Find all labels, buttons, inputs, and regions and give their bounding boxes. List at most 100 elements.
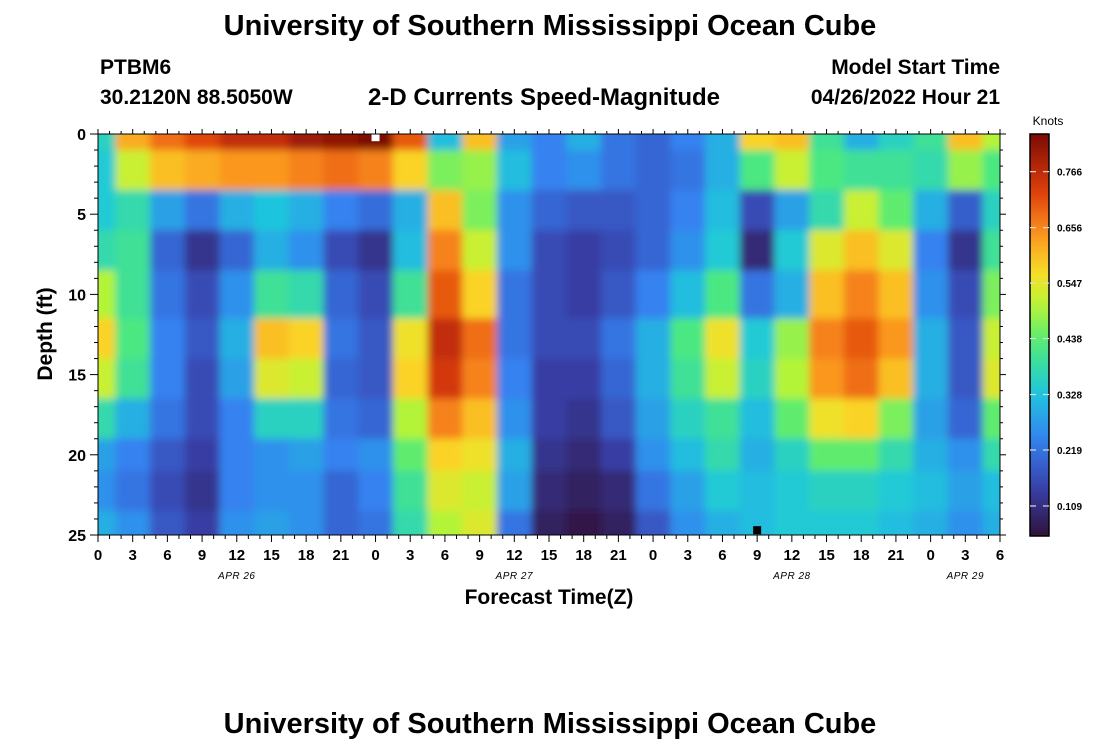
heatmap-markers bbox=[371, 133, 762, 535]
heatmap-cell bbox=[878, 470, 914, 512]
y-axis-label: Depth (ft) bbox=[34, 287, 57, 380]
heatmap-cell bbox=[774, 190, 810, 231]
heatmap-cell bbox=[288, 470, 325, 512]
heatmap-cell bbox=[184, 318, 221, 360]
heatmap-cell bbox=[531, 230, 567, 271]
heatmap-cell bbox=[496, 230, 533, 271]
page-title: University of Southern Mississippi Ocean… bbox=[223, 10, 877, 42]
heatmap-cell bbox=[115, 190, 151, 231]
heatmap-cell bbox=[601, 398, 637, 440]
heatmap-cell bbox=[843, 438, 880, 472]
heatmap-cell bbox=[219, 270, 255, 320]
heatmap-cell bbox=[323, 134, 359, 151]
heatmap-cell bbox=[601, 318, 637, 360]
x-tick-label: 3 bbox=[684, 547, 692, 564]
heatmap-cell bbox=[427, 150, 463, 191]
heatmap-cell bbox=[635, 230, 672, 271]
heatmap-cell bbox=[774, 510, 810, 535]
heatmap-cell bbox=[982, 134, 1000, 151]
heatmap-cell bbox=[601, 358, 637, 400]
heatmap-cell bbox=[913, 134, 949, 151]
heatmap-cell bbox=[496, 134, 533, 151]
heatmap-cell bbox=[635, 318, 672, 360]
heatmap-cell bbox=[705, 318, 741, 360]
heatmap-cell bbox=[670, 230, 706, 271]
station-coordinates: 30.2120N 88.5050W bbox=[100, 86, 293, 109]
heatmap-cell bbox=[774, 270, 810, 320]
heatmap-cell bbox=[254, 358, 290, 400]
heatmap-cell bbox=[150, 270, 186, 320]
heatmap-cell bbox=[427, 358, 463, 400]
colorbar-tick-label: 0.219 bbox=[1057, 446, 1082, 457]
heatmap-cell bbox=[427, 134, 463, 151]
x-tick-label: 0 bbox=[926, 547, 934, 564]
heatmap-cell bbox=[150, 150, 186, 191]
heatmap-cell bbox=[150, 134, 186, 151]
x-tick-label: 21 bbox=[333, 547, 350, 564]
colorbar-label: Knots bbox=[1033, 114, 1064, 128]
heatmap-cell bbox=[219, 150, 255, 191]
heatmap-cell bbox=[878, 230, 914, 271]
heatmap-cell bbox=[462, 438, 498, 472]
station-id: PTBM6 bbox=[100, 56, 172, 79]
heatmap-cell bbox=[531, 398, 567, 440]
heatmap-cell bbox=[670, 358, 706, 400]
heatmap-cell bbox=[739, 318, 776, 360]
heatmap-cell bbox=[809, 230, 845, 271]
heatmap-cell bbox=[358, 230, 394, 271]
heatmap-cell bbox=[531, 134, 567, 151]
heatmap-cell bbox=[878, 398, 914, 440]
heatmap-cell bbox=[184, 230, 221, 271]
heatmap-cell bbox=[254, 510, 290, 535]
heatmap-cell bbox=[913, 438, 949, 472]
heatmap-cell bbox=[531, 318, 567, 360]
heatmap-cell bbox=[878, 150, 914, 191]
heatmap-cell bbox=[496, 358, 533, 400]
model-start-value: 04/26/2022 Hour 21 bbox=[810, 86, 1000, 109]
heatmap-cell bbox=[184, 134, 221, 151]
heatmap-cell bbox=[358, 358, 394, 400]
heatmap-cell bbox=[98, 230, 116, 271]
heatmap-cell bbox=[98, 398, 116, 440]
heatmap-cell bbox=[496, 150, 533, 191]
heatmap-cell bbox=[809, 190, 845, 231]
heatmap-cell bbox=[531, 438, 567, 472]
heatmap-cell bbox=[982, 150, 1000, 191]
heatmap-cell bbox=[705, 438, 741, 472]
heatmap-cell bbox=[739, 438, 776, 472]
heatmap-cell bbox=[288, 510, 325, 535]
heatmap-cell bbox=[358, 150, 394, 191]
colorbar-tick-label: 0.328 bbox=[1057, 391, 1082, 402]
heatmap-cell bbox=[115, 510, 151, 535]
heatmap-cell bbox=[427, 470, 463, 512]
heatmap-cell bbox=[150, 438, 186, 472]
heatmap-cell bbox=[219, 318, 255, 360]
heatmap-cell bbox=[150, 190, 186, 231]
colorbar-tick-label: 0.438 bbox=[1057, 335, 1082, 346]
chart-title: 2-D Currents Speed-Magnitude bbox=[368, 84, 721, 111]
heatmap-cell bbox=[843, 470, 880, 512]
heatmap-cell bbox=[323, 398, 359, 440]
heatmap-cell bbox=[323, 270, 359, 320]
x-tick-label: 9 bbox=[198, 547, 206, 564]
heatmap-cell bbox=[601, 150, 637, 191]
footer-title: University of Southern Mississippi Ocean… bbox=[223, 708, 877, 740]
heatmap-cell bbox=[843, 270, 880, 320]
heatmap-cell bbox=[566, 438, 602, 472]
heatmap-cell bbox=[184, 398, 221, 440]
heatmap-cell bbox=[774, 230, 810, 271]
heatmap-cell bbox=[531, 150, 567, 191]
heatmap-cell bbox=[913, 190, 949, 231]
heatmap-cell bbox=[843, 134, 880, 151]
heatmap-cells bbox=[98, 134, 1000, 535]
heatmap-cell bbox=[496, 510, 533, 535]
heatmap-cell bbox=[358, 470, 394, 512]
heatmap-cell bbox=[427, 190, 463, 231]
x-tick-label: 21 bbox=[888, 547, 905, 564]
colorbar-ticks: 0.109 0.219 0.328 0.438 0.547 0.656 0.766 bbox=[1030, 168, 1082, 513]
x-tick-label: 0 bbox=[649, 547, 657, 564]
heatmap-cell bbox=[601, 470, 637, 512]
heatmap-cell bbox=[98, 318, 116, 360]
heatmap-cell bbox=[184, 510, 221, 535]
x-tick-label: 3 bbox=[406, 547, 414, 564]
